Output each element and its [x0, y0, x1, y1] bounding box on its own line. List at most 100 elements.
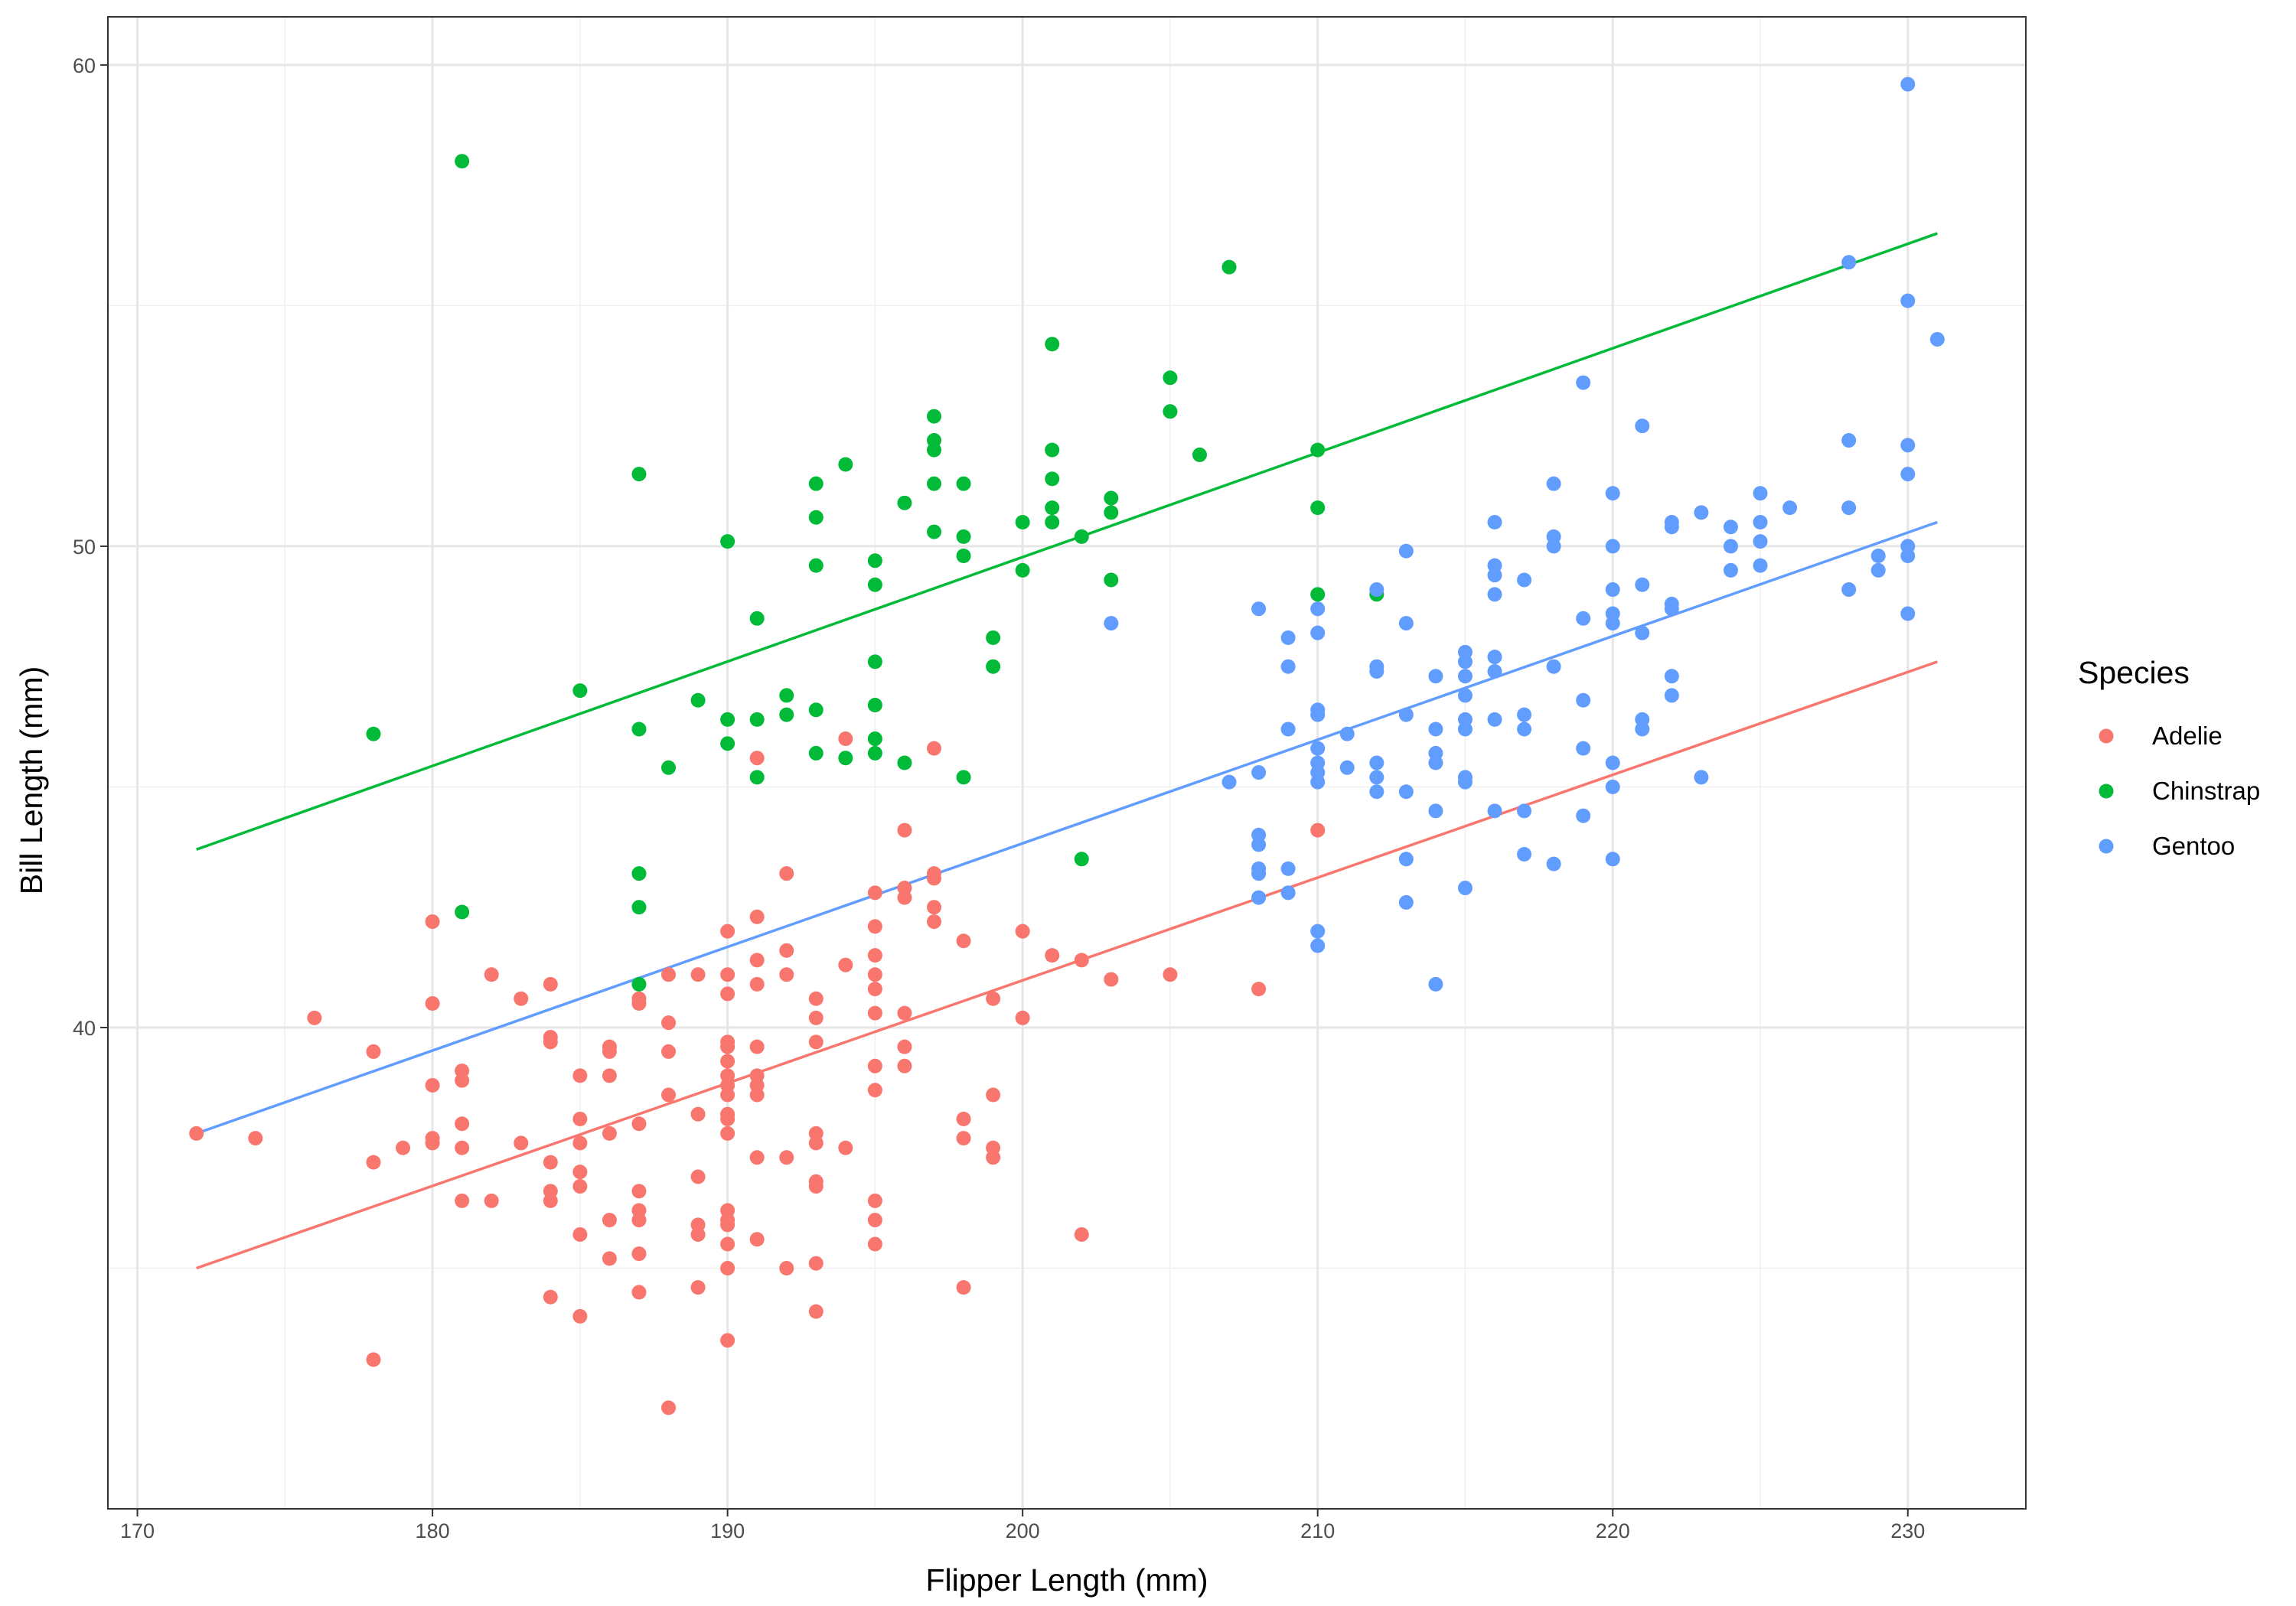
- data-point-chinstrap: [956, 549, 971, 564]
- data-point-adelie: [927, 741, 942, 756]
- data-point-adelie: [690, 1169, 706, 1184]
- data-point-adelie: [986, 991, 1001, 1006]
- data-point-chinstrap: [1045, 471, 1060, 487]
- data-point-chinstrap: [749, 770, 765, 785]
- data-point-gentoo: [1546, 539, 1561, 554]
- data-point-chinstrap: [838, 751, 853, 766]
- trend-lines: [196, 232, 1938, 1270]
- x-tick-label: 190: [710, 1520, 745, 1542]
- data-point-adelie: [631, 1246, 647, 1262]
- data-point-gentoo: [1457, 722, 1473, 737]
- data-point-gentoo: [1664, 669, 1679, 684]
- data-point-gentoo: [1605, 539, 1620, 554]
- data-point-chinstrap: [690, 692, 706, 708]
- data-point-adelie: [749, 1039, 765, 1054]
- data-point-chinstrap: [1074, 529, 1089, 544]
- x-tick-label: 220: [1596, 1520, 1630, 1542]
- data-point-gentoo: [1487, 568, 1502, 583]
- data-point-gentoo: [1576, 692, 1591, 708]
- data-point-chinstrap: [572, 683, 588, 699]
- data-point-chinstrap: [1310, 500, 1326, 516]
- data-point-adelie: [425, 1077, 440, 1093]
- data-point-chinstrap: [749, 712, 765, 727]
- data-point-chinstrap: [1045, 500, 1060, 516]
- data-point-gentoo: [1487, 514, 1502, 529]
- data-point-gentoo: [1694, 770, 1709, 785]
- data-point-adelie: [897, 1039, 912, 1054]
- data-point-chinstrap: [1015, 562, 1030, 578]
- data-point-gentoo: [1104, 616, 1119, 631]
- data-point-adelie: [248, 1131, 263, 1146]
- data-point-gentoo: [1280, 630, 1296, 645]
- data-point-adelie: [690, 967, 706, 982]
- series-gentoo: [1104, 77, 1945, 992]
- data-point-adelie: [602, 1044, 617, 1059]
- data-point-adelie: [631, 1285, 647, 1300]
- data-point-gentoo: [1605, 616, 1620, 631]
- data-point-adelie: [808, 1010, 823, 1025]
- data-point-chinstrap: [808, 476, 823, 491]
- data-point-chinstrap: [1163, 404, 1178, 419]
- data-point-adelie: [749, 976, 765, 992]
- data-point-adelie: [986, 1150, 1001, 1165]
- data-point-adelie: [572, 1226, 588, 1242]
- data-point-gentoo: [1929, 331, 1945, 347]
- legend-label-chinstrap: Chinstrap: [2152, 777, 2260, 805]
- data-point-gentoo: [1428, 976, 1443, 992]
- data-point-chinstrap: [927, 409, 942, 424]
- plot-panel: [108, 17, 2026, 1509]
- data-point-adelie: [572, 1179, 588, 1194]
- panel-border: [107, 16, 2027, 1510]
- data-point-adelie: [720, 924, 735, 939]
- data-point-gentoo: [1605, 486, 1620, 501]
- data-point-gentoo: [1251, 601, 1267, 617]
- data-point-gentoo: [1900, 438, 1916, 453]
- x-axis-ticks: 170 180 190 200 210 220 230: [120, 1509, 1925, 1542]
- data-point-adelie: [749, 751, 765, 766]
- data-point-gentoo: [1576, 611, 1591, 626]
- trend-line-chinstrap: [196, 232, 1938, 851]
- data-point-gentoo: [1310, 625, 1326, 640]
- data-point-adelie: [631, 1116, 647, 1132]
- data-point-adelie: [631, 1213, 647, 1228]
- legend-key-chinstrap: [2099, 783, 2114, 799]
- data-point-adelie: [455, 1073, 470, 1088]
- data-point-chinstrap: [455, 154, 470, 169]
- x-axis-title: Flipper Length (mm): [925, 1562, 1208, 1598]
- data-point-gentoo: [1369, 770, 1384, 785]
- data-point-gentoo: [1900, 77, 1916, 92]
- data-point-chinstrap: [661, 760, 677, 775]
- data-point-adelie: [808, 1304, 823, 1319]
- data-point-chinstrap: [956, 770, 971, 785]
- data-point-adelie: [808, 1256, 823, 1271]
- data-point-gentoo: [1517, 572, 1532, 588]
- data-point-adelie: [631, 1184, 647, 1199]
- data-point-gentoo: [1753, 486, 1768, 501]
- data-point-adelie: [189, 1126, 204, 1141]
- data-point-gentoo: [1280, 659, 1296, 674]
- data-point-chinstrap: [455, 904, 470, 920]
- data-point-adelie: [366, 1352, 381, 1367]
- data-point-adelie: [1015, 1010, 1030, 1025]
- data-point-chinstrap: [808, 745, 823, 761]
- data-point-adelie: [661, 1044, 677, 1059]
- data-point-chinstrap: [986, 630, 1001, 645]
- data-point-chinstrap: [956, 529, 971, 544]
- data-point-gentoo: [1457, 654, 1473, 669]
- data-point-gentoo: [1487, 663, 1502, 679]
- data-point-gentoo: [1398, 707, 1414, 722]
- data-point-adelie: [425, 1135, 440, 1151]
- data-point-adelie: [484, 1193, 499, 1208]
- data-point-adelie: [956, 1131, 971, 1146]
- data-point-gentoo: [1753, 514, 1768, 529]
- data-point-adelie: [720, 986, 735, 1002]
- data-point-adelie: [631, 996, 647, 1011]
- data-point-adelie: [455, 1193, 470, 1208]
- data-point-adelie: [867, 948, 882, 963]
- data-point-adelie: [808, 1034, 823, 1050]
- data-point-gentoo: [1870, 562, 1886, 578]
- data-point-gentoo: [1546, 476, 1561, 491]
- data-point-adelie: [720, 1054, 735, 1069]
- data-point-gentoo: [1605, 582, 1620, 598]
- legend: Species Adelie Chinstrap Gentoo: [2078, 655, 2260, 860]
